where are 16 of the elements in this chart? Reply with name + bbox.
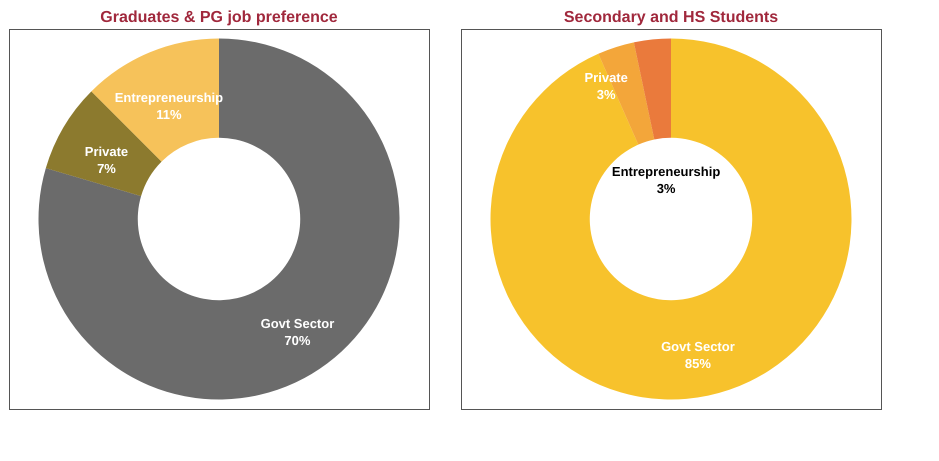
donut-slice	[38, 38, 400, 400]
data-label: 3%	[596, 86, 616, 102]
donut-slice	[634, 38, 671, 140]
slice-label: Govt Sector	[661, 339, 735, 354]
chart-title: Graduates & PG job preference	[100, 9, 338, 26]
donut-slice	[490, 38, 852, 400]
slice-label: Govt Sector	[260, 316, 334, 331]
data-label: 11%	[156, 107, 182, 122]
slice-label: Private	[584, 70, 628, 85]
data-label: 70%	[284, 332, 311, 348]
slice-label: Private	[84, 144, 128, 160]
data-label: 85%	[684, 356, 712, 372]
data-label: 3%	[656, 180, 676, 196]
data-label: 7%	[97, 161, 116, 176]
slice-label: Entrepreneurship	[612, 164, 720, 179]
chart-title: Secondary and HS Students	[564, 9, 778, 26]
